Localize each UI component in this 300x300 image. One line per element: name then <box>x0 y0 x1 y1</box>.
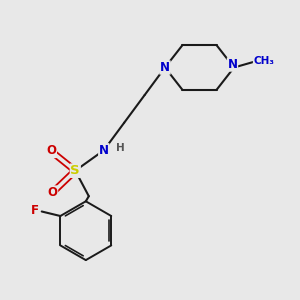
Text: N: N <box>227 58 238 71</box>
Text: S: S <box>70 164 80 177</box>
Text: N: N <box>99 144 109 157</box>
Text: F: F <box>31 204 39 218</box>
Text: CH₃: CH₃ <box>254 56 274 67</box>
Text: H: H <box>116 143 125 153</box>
Text: O: O <box>46 144 56 158</box>
Text: N: N <box>160 61 170 74</box>
Text: O: O <box>47 186 58 199</box>
